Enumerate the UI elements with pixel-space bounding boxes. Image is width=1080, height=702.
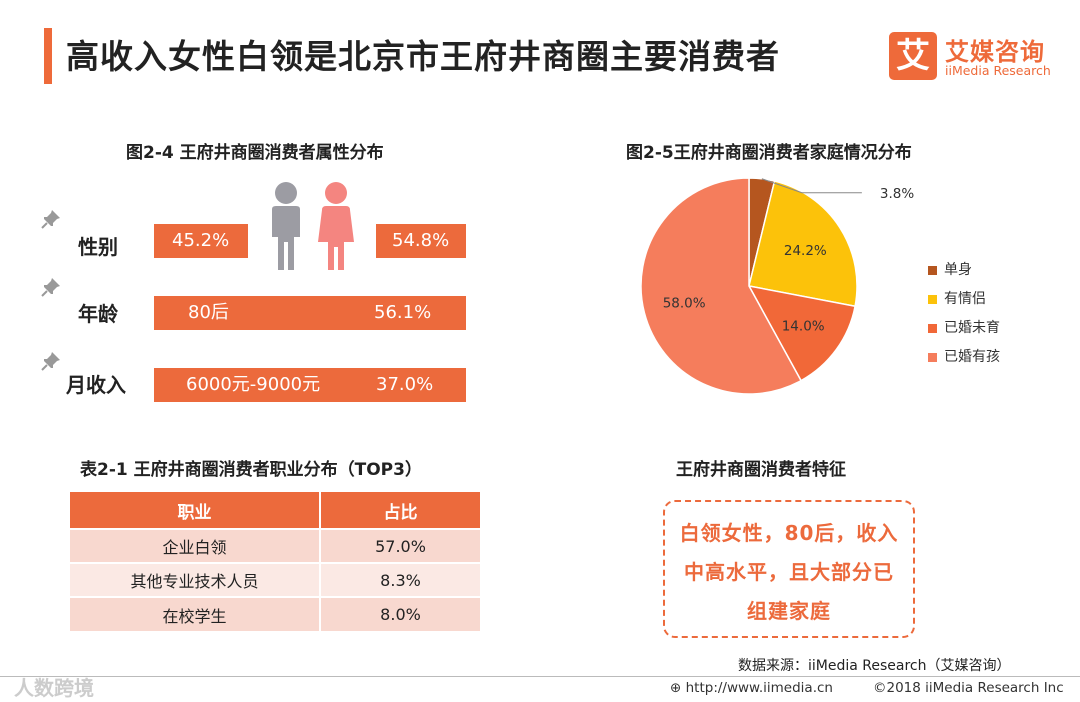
pie-legend: 单身 有情侣 已婚未育 已婚有孩 (928, 262, 1000, 378)
table-header-row: 职业 占比 (70, 492, 480, 529)
legend-swatch (928, 295, 937, 304)
legend-swatch (928, 324, 937, 333)
male-icon (272, 182, 300, 270)
table-cell: 8.0% (320, 596, 480, 631)
footer-copyright: ©2018 iiMedia Research Inc (873, 680, 1064, 696)
brand-logo: 艾 艾媒咨询 iiMedia Research (889, 32, 1059, 82)
features-title: 王府井商圈消费者特征 (676, 460, 846, 480)
table-cell: 8.3% (320, 562, 480, 597)
title-accent-bar (44, 28, 52, 84)
features-text: 白领女性，80后，收入中高水平，且大部分已组建家庭 (679, 521, 899, 623)
table-row: 其他专业技术人员 8.3% (70, 562, 480, 597)
table-header: 职业 (70, 492, 321, 529)
legend-swatch (928, 266, 937, 275)
page-title: 高收入女性白领是北京市王府井商圈主要消费者 (66, 37, 780, 76)
globe-icon: ⊕ (670, 680, 682, 696)
footer-divider (0, 676, 1080, 677)
pie-data-label: 24.2% (784, 243, 827, 259)
female-icon (318, 182, 354, 270)
pie-leader-line (761, 178, 862, 194)
logo-mark: 艾 (889, 32, 937, 80)
legend-item: 已婚有孩 (928, 349, 1000, 378)
legend-label: 已婚未育 (944, 320, 1000, 336)
pie-chart: 3.8% 24.2% 14.0% 58.0% (640, 177, 914, 395)
data-source: 数据来源：iiMedia Research（艾媒咨询） (738, 658, 1011, 674)
legend-label: 有情侣 (944, 291, 986, 307)
male-percent: 45.2% (172, 230, 230, 251)
income-range: 6000元-9000元 (186, 374, 321, 395)
footer-url[interactable]: ⊕ http://www.iimedia.cn (670, 680, 833, 696)
age-group: 80后 (188, 302, 229, 323)
logo-en-text: iiMedia Research (945, 63, 1051, 78)
row-label-age: 年龄 (78, 302, 118, 326)
legend-item: 已婚未育 (928, 320, 1000, 349)
table-row: 在校学生 8.0% (70, 596, 480, 631)
female-percent-bar: 54.8% (376, 224, 466, 258)
pie-data-label: 3.8% (880, 186, 914, 202)
row-label-gender: 性别 (78, 235, 118, 259)
pin-icon (41, 210, 60, 229)
pie-slice (748, 180, 858, 308)
logo-cn-text: 艾媒咨询 (945, 38, 1045, 66)
table-row: 企业白领 57.0% (70, 528, 480, 563)
features-box: 白领女性，80后，收入中高水平，且大部分已组建家庭 (663, 500, 915, 638)
pie-slice (640, 177, 803, 395)
female-percent: 54.8% (392, 230, 450, 251)
pie-data-label: 14.0% (782, 318, 825, 334)
legend-label: 已婚有孩 (944, 349, 1000, 365)
legend-label: 单身 (944, 262, 972, 278)
legend-item: 单身 (928, 262, 1000, 291)
table-header: 占比 (320, 492, 480, 529)
occupation-table: 职业 占比 企业白领 57.0% 其他专业技术人员 8.3% 在校学生 8.0% (70, 492, 480, 631)
watermark: 人数跨境 (14, 676, 94, 700)
legend-item: 有情侣 (928, 291, 1000, 320)
pie-data-label: 58.0% (663, 296, 706, 312)
income-bar: 6000元-9000元 37.0% (154, 368, 466, 402)
table-cell: 企业白领 (70, 528, 321, 563)
table-cell: 其他专业技术人员 (70, 562, 321, 597)
row-label-income: 月收入 (66, 373, 126, 397)
fig24-title: 图2-4 王府井商圈消费者属性分布 (126, 143, 384, 163)
age-percent: 56.1% (374, 302, 432, 323)
pie-slice (747, 284, 856, 382)
table-cell: 在校学生 (70, 596, 321, 631)
male-percent-bar: 45.2% (154, 224, 248, 258)
table-cell: 57.0% (320, 528, 480, 563)
legend-swatch (928, 353, 937, 362)
age-bar: 80后 56.1% (154, 296, 466, 330)
fig25-title: 图2-5王府井商圈消费者家庭情况分布 (626, 143, 912, 163)
table21-title: 表2-1 王府井商圈消费者职业分布（TOP3） (80, 460, 422, 480)
pin-icon (41, 278, 60, 297)
pin-icon (41, 352, 60, 371)
footer-url-text: http://www.iimedia.cn (685, 680, 833, 696)
income-percent: 37.0% (376, 374, 434, 395)
